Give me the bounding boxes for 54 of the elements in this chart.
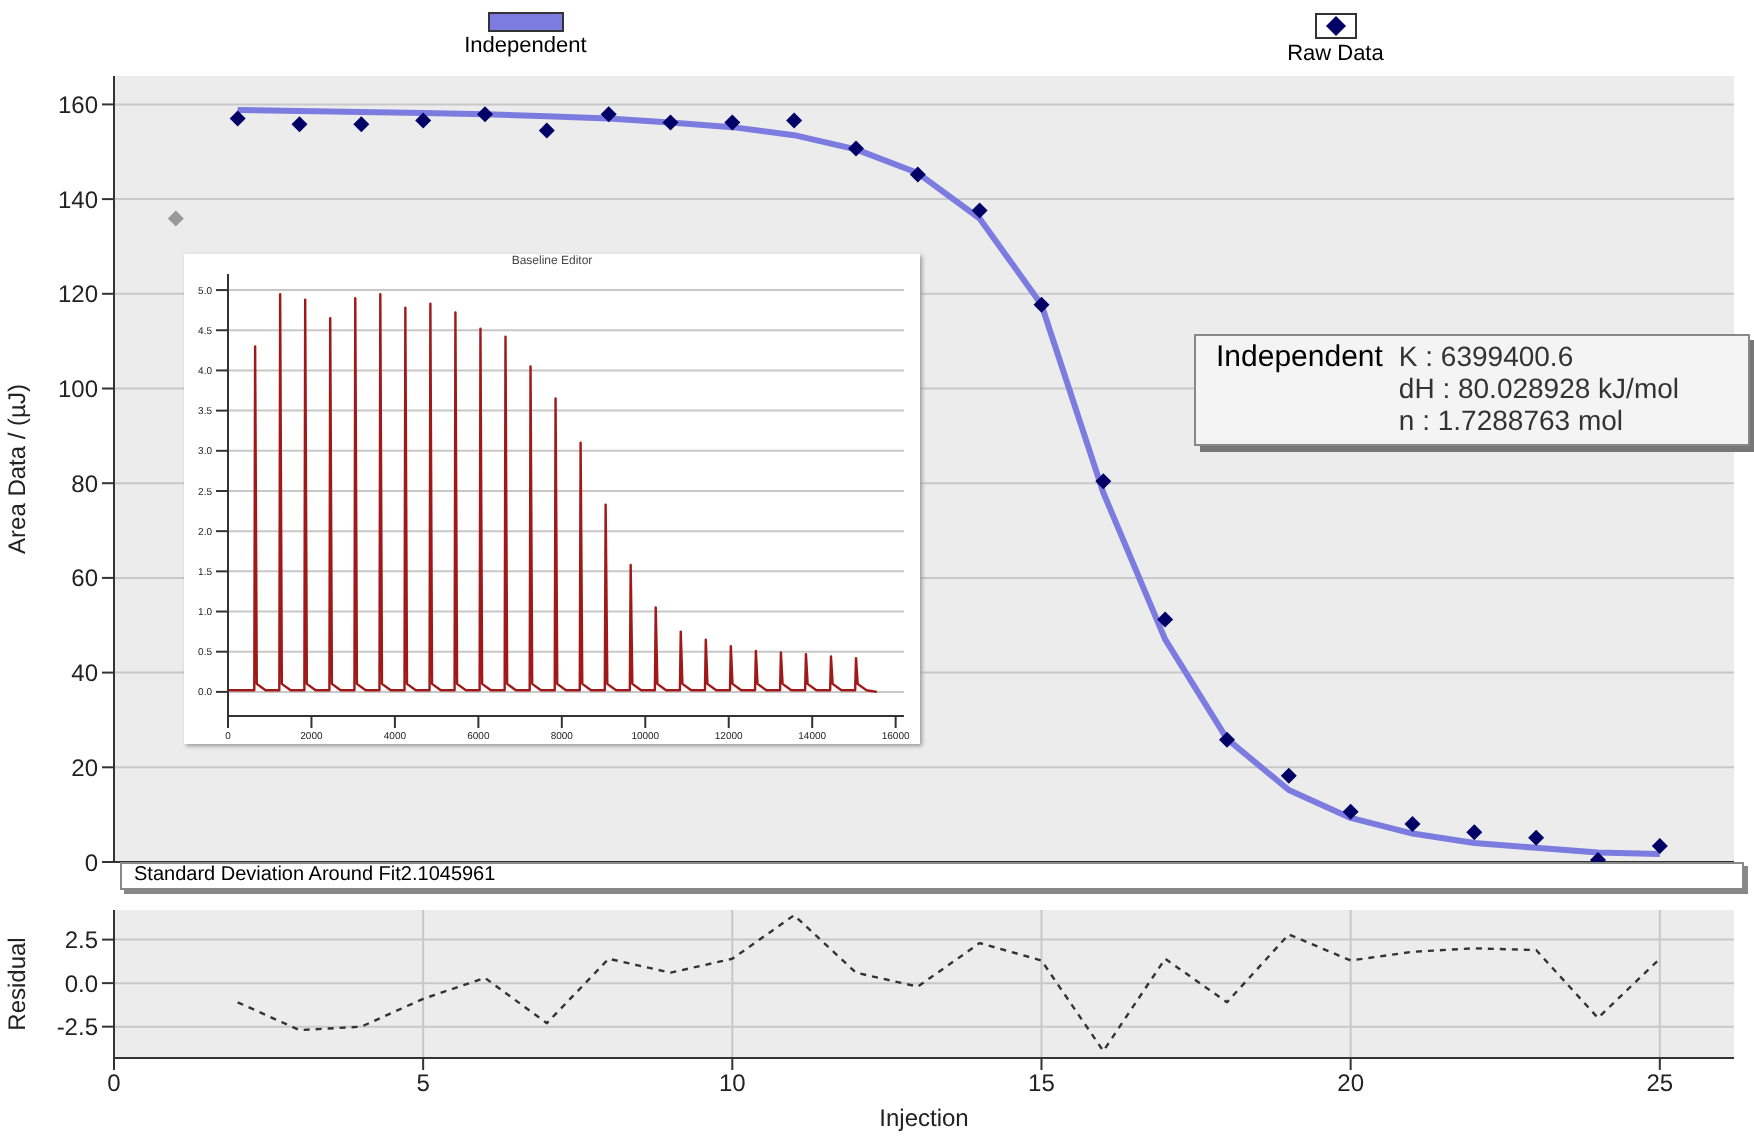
point — [600, 106, 617, 123]
x-tick-label: 25 — [1646, 1069, 1674, 1098]
y-tick-label: 140 — [57, 185, 99, 214]
point — [476, 106, 493, 123]
point — [909, 166, 926, 183]
point — [1280, 767, 1297, 784]
point — [291, 116, 308, 133]
x-tick-label: 15 — [1028, 1069, 1056, 1098]
point — [971, 202, 988, 219]
point — [353, 116, 370, 133]
line-series — [236, 914, 1661, 1053]
y-axis-title: Residual — [2, 937, 31, 1031]
x-tick-label: 5 — [416, 1069, 431, 1098]
x-tick-label: 10 — [718, 1069, 747, 1098]
annotation: dH : 80.028928 kJ/mol — [1398, 372, 1680, 404]
x-tick-label: 20 — [1337, 1069, 1365, 1098]
annotation: n : 1.7288763 mol — [1398, 404, 1626, 436]
point — [538, 122, 555, 139]
point — [1033, 296, 1050, 313]
annotation: Independent — [1216, 340, 1383, 378]
point — [724, 114, 741, 131]
legend-label: Raw Data — [1287, 42, 1384, 66]
point — [1528, 829, 1545, 846]
y-tick-label: 40 — [71, 659, 99, 688]
point — [167, 210, 184, 227]
point — [786, 112, 803, 129]
y-tick-label: 80 — [71, 469, 99, 498]
point — [847, 140, 864, 157]
y-tick-label: 0.0 — [64, 969, 99, 998]
x-axis-title: Injection — [879, 1104, 969, 1132]
point — [1466, 824, 1483, 841]
y-tick-label: 2.5 — [64, 926, 99, 955]
y-tick-label: 160 — [57, 90, 99, 119]
x-tick-label: 0 — [107, 1069, 122, 1098]
point — [1095, 473, 1112, 490]
point — [229, 110, 246, 127]
y-tick-label: 60 — [71, 564, 99, 593]
point — [1157, 611, 1174, 628]
point — [1404, 816, 1421, 833]
point — [1218, 731, 1235, 748]
line-series — [228, 292, 879, 694]
y-tick-label: -2.5 — [56, 1013, 99, 1042]
y-axis-title: Area Data / (µJ) — [2, 384, 31, 554]
point — [1651, 837, 1668, 854]
legend-label: Independent — [464, 34, 587, 58]
y-tick-label: 120 — [57, 280, 99, 309]
y-tick-label: 0 — [84, 848, 99, 877]
y-tick-label: 100 — [57, 375, 99, 404]
point — [662, 114, 679, 131]
annotation: K : 6399400.6 — [1398, 340, 1576, 372]
point — [415, 112, 432, 129]
point — [1342, 803, 1359, 820]
text: Standard Deviation Around Fit2.1045961 — [120, 862, 1744, 890]
y-tick-label: 20 — [71, 753, 99, 782]
